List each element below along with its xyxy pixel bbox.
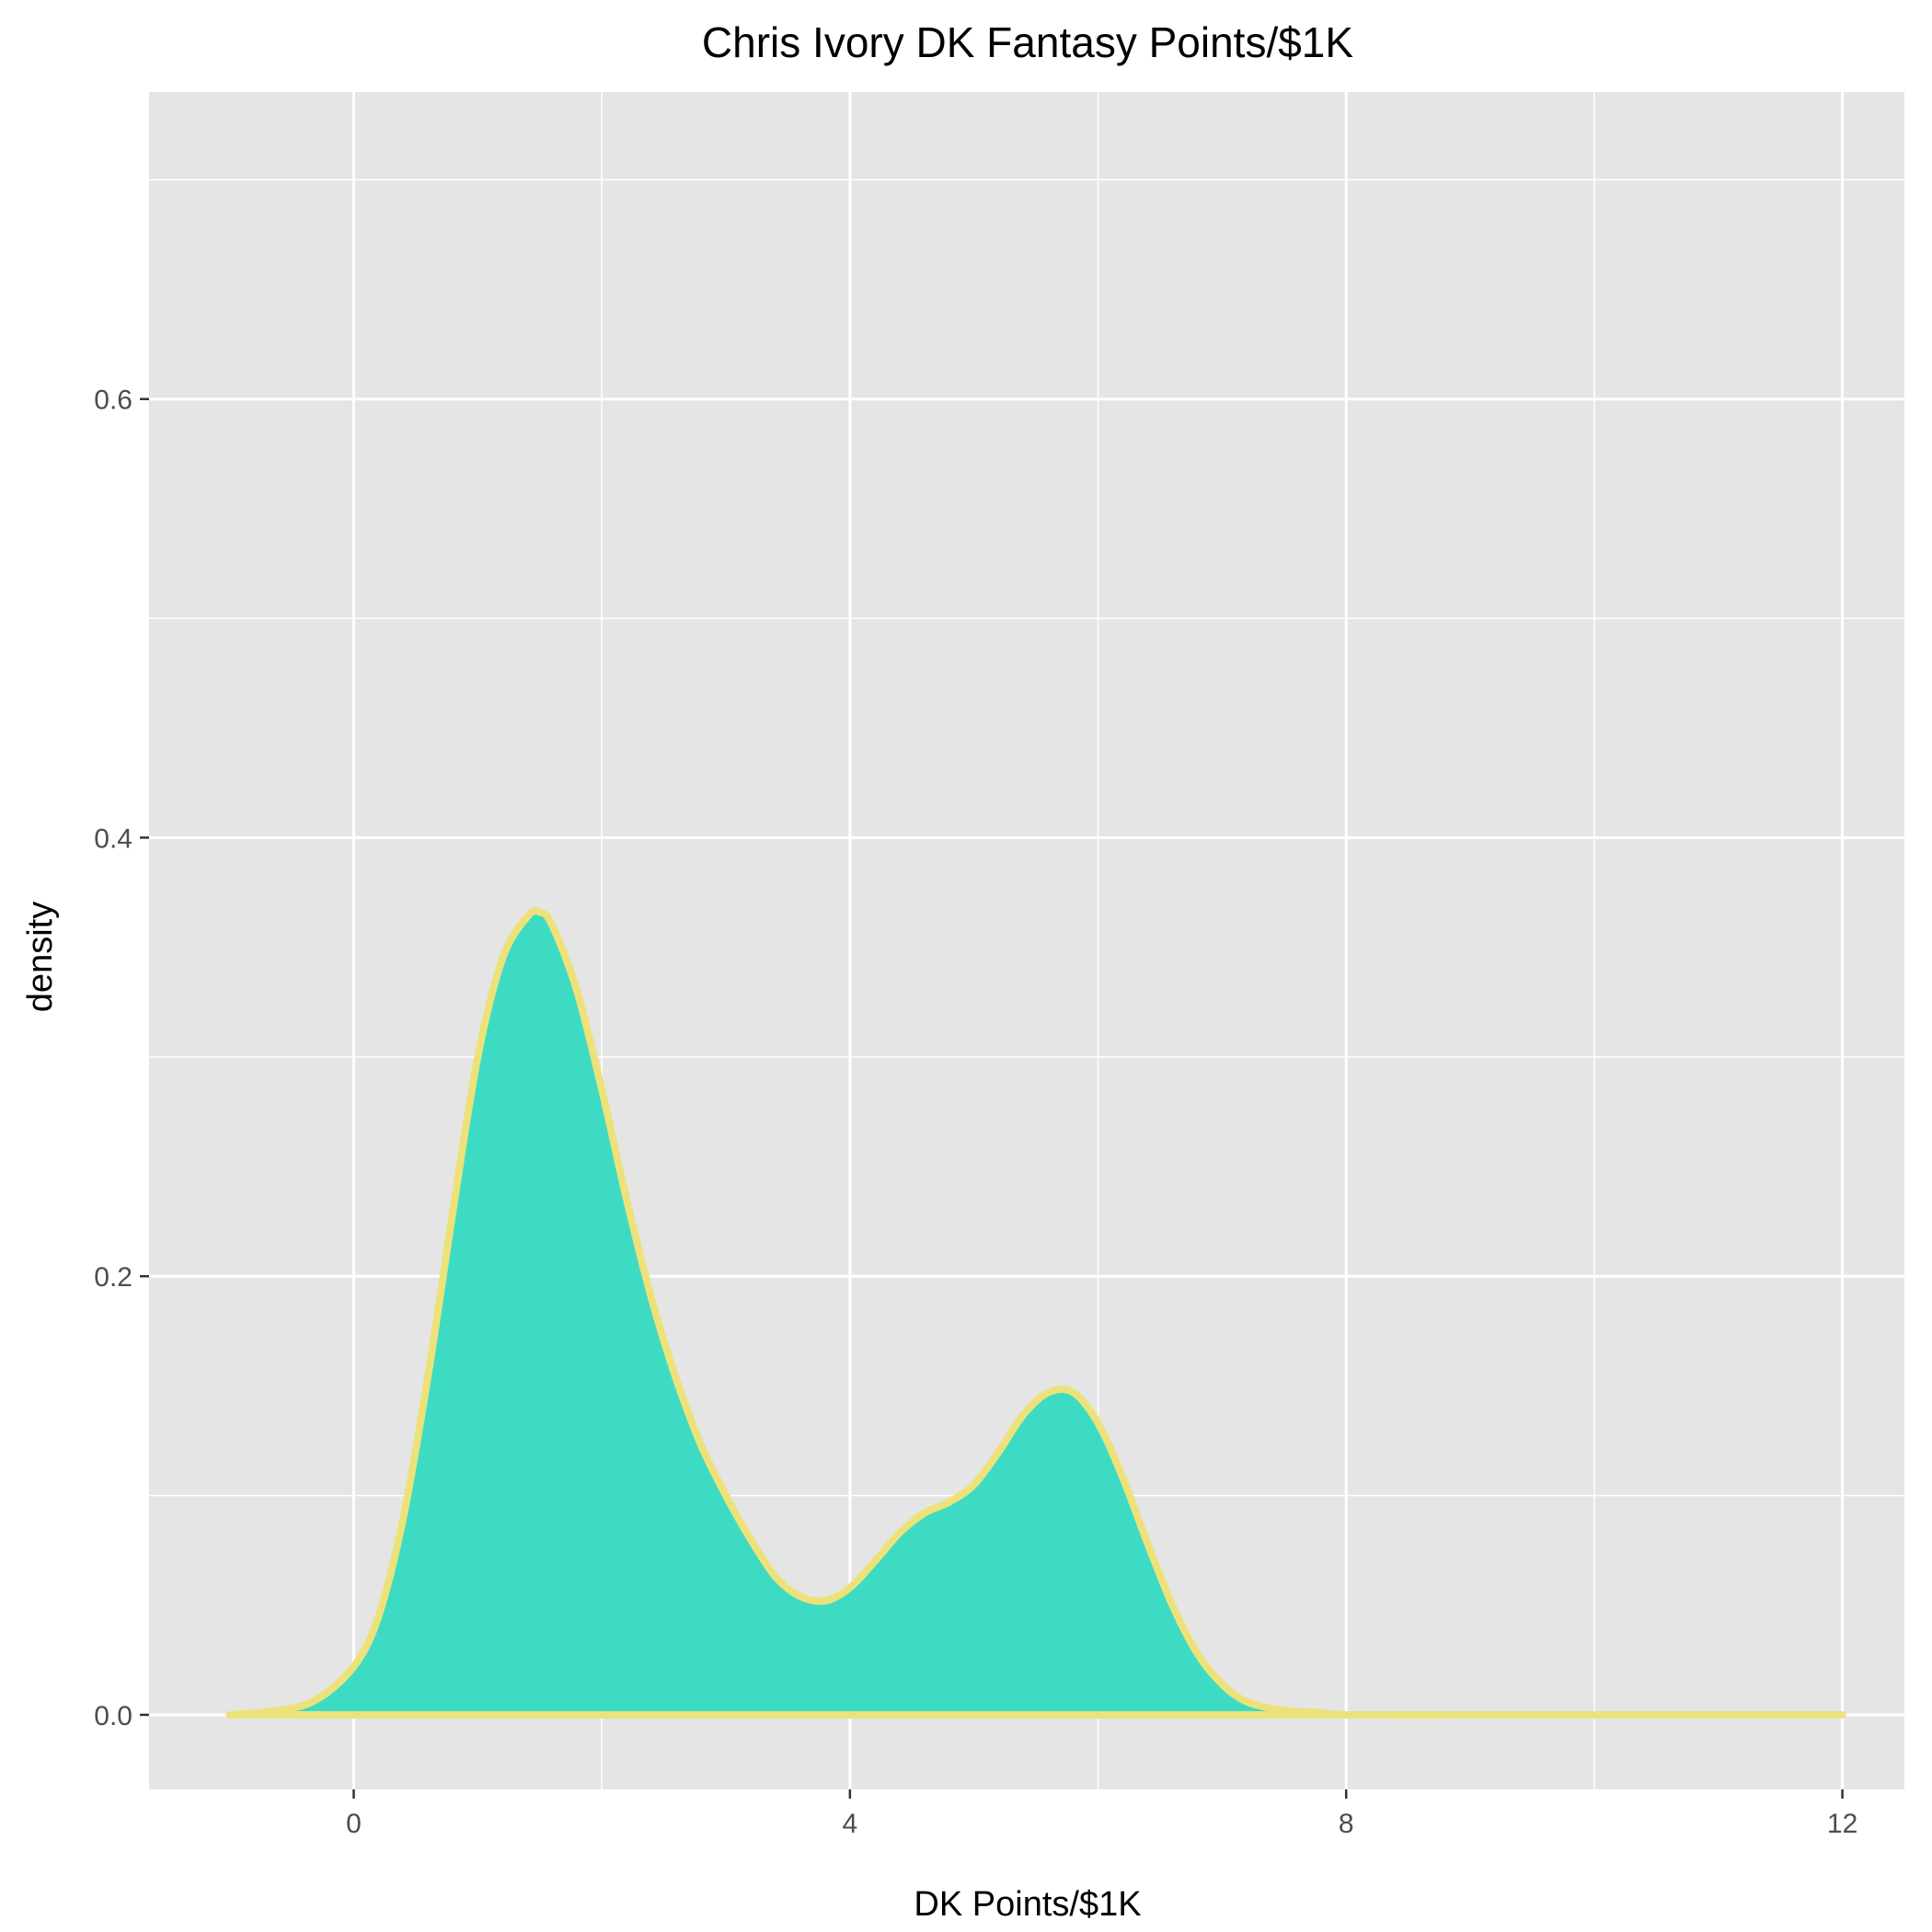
x-tick-label: 8 [1339, 1809, 1354, 1839]
y-tick-label: 0.2 [94, 1262, 132, 1293]
x-axis-title: DK Points/$1K [914, 1885, 1141, 1924]
x-axis: 0 4 8 12 [346, 1789, 1857, 1839]
y-axis: 0.0 0.2 0.4 0.6 [94, 385, 149, 1731]
x-tick-label: 12 [1827, 1809, 1857, 1839]
x-tick-label: 0 [346, 1809, 362, 1839]
y-tick-label: 0.0 [94, 1701, 132, 1731]
y-axis-title: density [21, 902, 60, 1012]
density-area [229, 911, 1843, 1716]
y-tick-label: 0.4 [94, 823, 132, 854]
chart-title: Chris Ivory DK Fantasy Points/$1K [702, 18, 1353, 66]
density-curve-line [225, 907, 1846, 1719]
major-gridlines [149, 92, 1904, 1789]
x-tick-label: 4 [843, 1809, 858, 1839]
y-tick-label: 0.6 [94, 385, 132, 416]
